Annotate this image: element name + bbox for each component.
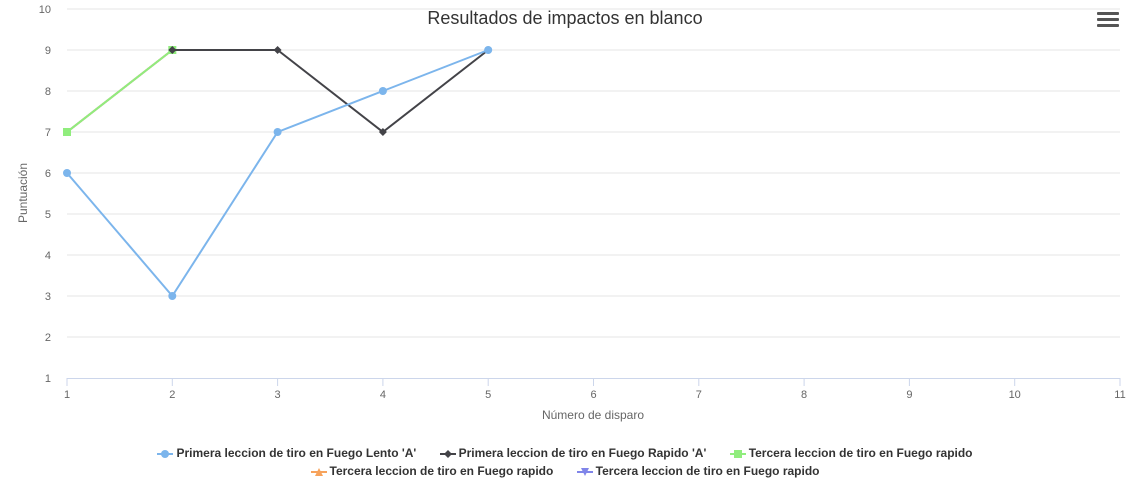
y-tick-label: 7 bbox=[45, 127, 51, 139]
y-tick-label: 3 bbox=[45, 291, 51, 303]
data-point bbox=[484, 46, 493, 54]
legend-row-2: Tercera leccion de tiro en Fuego rapido … bbox=[0, 462, 1130, 480]
data-point bbox=[168, 46, 177, 54]
y-tick-label: 8 bbox=[45, 86, 51, 98]
x-tick-label: 10 bbox=[1009, 389, 1021, 401]
legend-label: Primera leccion de tiro en Fuego Rapido … bbox=[458, 446, 707, 460]
series-1 bbox=[63, 46, 493, 300]
legend-label: Tercera leccion de tiro en Fuego rapido bbox=[595, 464, 820, 478]
x-tick-labels: 1 2 3 4 5 6 7 8 9 10 11 bbox=[64, 389, 1126, 401]
x-tick-label: 7 bbox=[696, 389, 702, 401]
x-tick-label: 6 bbox=[590, 389, 596, 401]
y-tick-label: 6 bbox=[45, 168, 51, 180]
x-tick-label: 9 bbox=[906, 389, 912, 401]
x-tick-label: 3 bbox=[275, 389, 281, 401]
x-tick-label: 11 bbox=[1114, 389, 1125, 401]
x-tick-label: 8 bbox=[801, 389, 807, 401]
axes bbox=[66, 378, 1121, 386]
series-line bbox=[172, 49, 489, 133]
legend: Primera leccion de tiro en Fuego Lento '… bbox=[0, 444, 1130, 480]
legend-label: Primera leccion de tiro en Fuego Lento '… bbox=[176, 446, 417, 460]
y-tick-label: 10 bbox=[39, 4, 51, 16]
legend-row-1: Primera leccion de tiro en Fuego Lento '… bbox=[0, 444, 1130, 462]
legend-item-tercera-rapido-2[interactable]: Tercera leccion de tiro en Fuego rapido bbox=[310, 462, 554, 480]
x-tick-label: 1 bbox=[64, 389, 70, 401]
legend-item-tercera-rapido-1[interactable]: Tercera leccion de tiro en Fuego rapido bbox=[729, 444, 973, 462]
data-point bbox=[168, 292, 177, 300]
data-point bbox=[273, 128, 282, 136]
data-point bbox=[63, 128, 71, 136]
x-tick-label: 4 bbox=[380, 389, 386, 401]
hamburger-menu-icon-bar bbox=[1097, 18, 1119, 21]
y-tick-label: 4 bbox=[45, 250, 51, 262]
diamond-marker-icon bbox=[439, 449, 456, 458]
legend-item-fuego-rapido-a[interactable]: Primera leccion de tiro en Fuego Rapido … bbox=[439, 444, 707, 462]
data-point bbox=[273, 46, 282, 54]
series-line bbox=[66, 49, 173, 133]
legend-label: Tercera leccion de tiro en Fuego rapido bbox=[748, 446, 973, 460]
data-point bbox=[63, 169, 71, 177]
series-group bbox=[63, 46, 493, 300]
hamburger-menu-icon-bar bbox=[1097, 24, 1119, 27]
triangle-marker-icon bbox=[310, 467, 327, 476]
line-chart: 1 2 3 4 5 6 7 8 9 10 1 2 3 4 5 6 7 8 9 10 11 Resultados de … bbox=[16, 4, 1126, 422]
legend-item-tercera-rapido-3[interactable]: Tercera leccion de tiro en Fuego rapido bbox=[576, 462, 820, 480]
legend-item-fuego-lento-a[interactable]: Primera leccion de tiro en Fuego Lento '… bbox=[157, 444, 416, 462]
grid-lines bbox=[67, 8, 1120, 338]
x-axis-label: Número de disparo bbox=[542, 408, 644, 422]
y-tick-label: 5 bbox=[45, 209, 51, 221]
x-tick-label: 2 bbox=[169, 389, 175, 401]
y-tick-label: 1 bbox=[45, 373, 51, 385]
hamburger-menu-icon bbox=[1097, 12, 1119, 15]
square-marker-icon bbox=[729, 449, 746, 458]
y-axis-label: Puntuación bbox=[16, 163, 30, 223]
chart-context-menu-button[interactable] bbox=[1096, 10, 1120, 32]
x-tick-label: 5 bbox=[485, 389, 491, 401]
circle-marker-icon bbox=[157, 449, 174, 458]
y-tick-labels: 1 2 3 4 5 6 7 8 9 10 bbox=[39, 4, 51, 385]
legend-label: Tercera leccion de tiro en Fuego rapido bbox=[329, 464, 554, 478]
y-tick-label: 9 bbox=[45, 45, 51, 57]
chart-title: Resultados de impactos en blanco bbox=[427, 8, 702, 28]
y-tick-label: 2 bbox=[45, 332, 51, 344]
triangle-down-marker-icon bbox=[576, 467, 593, 476]
data-point bbox=[378, 128, 387, 136]
data-point bbox=[378, 87, 387, 95]
